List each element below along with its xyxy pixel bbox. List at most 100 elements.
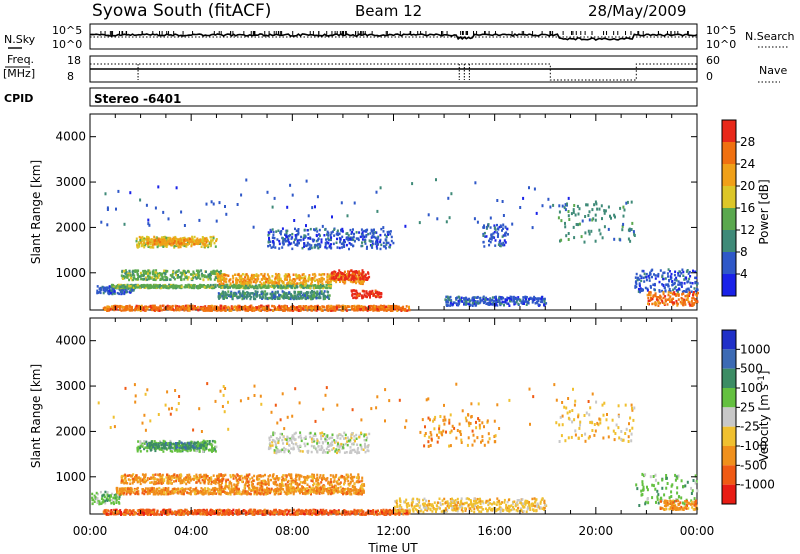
power-data-point bbox=[267, 307, 270, 311]
power-data-point bbox=[377, 306, 380, 309]
power-data-point bbox=[535, 301, 538, 305]
power-data-point bbox=[353, 296, 356, 299]
power-data-point bbox=[519, 299, 522, 302]
power-data-point bbox=[352, 228, 354, 231]
power-data-point bbox=[131, 305, 133, 309]
power-data-point bbox=[271, 304, 274, 308]
power-data-point bbox=[658, 289, 661, 292]
power-data-point bbox=[348, 273, 351, 276]
power-data-point bbox=[191, 307, 194, 311]
power-data-point bbox=[387, 308, 390, 312]
power-data-point bbox=[656, 274, 659, 277]
velocity-data-point bbox=[263, 513, 266, 516]
power-data-point bbox=[323, 297, 326, 300]
power-data-point bbox=[543, 303, 546, 306]
power-data-point bbox=[180, 278, 182, 281]
power-data-point bbox=[126, 305, 129, 309]
power-data-point bbox=[360, 294, 363, 297]
power-data-point bbox=[197, 308, 200, 312]
power-data-point bbox=[692, 296, 695, 300]
power-data-point bbox=[676, 302, 679, 306]
power-data-point bbox=[213, 241, 216, 245]
power-data-point bbox=[350, 232, 353, 235]
power-data-point bbox=[683, 290, 685, 293]
power-data-point bbox=[378, 307, 381, 310]
power-data-point bbox=[282, 238, 285, 241]
power-data-point bbox=[376, 237, 379, 240]
power-data-point bbox=[104, 308, 107, 311]
power-data-point bbox=[573, 236, 576, 240]
power-data-point bbox=[645, 272, 648, 276]
power-data-point bbox=[143, 239, 146, 243]
power-data-point bbox=[208, 309, 211, 312]
power-data-point bbox=[260, 273, 263, 276]
power-data-point bbox=[167, 242, 169, 246]
power-data-point bbox=[685, 276, 688, 279]
power-data-point bbox=[694, 276, 697, 280]
power-data-point bbox=[278, 280, 281, 284]
power-data-point bbox=[228, 278, 231, 282]
power-data-point bbox=[496, 300, 499, 304]
velocity-data-point bbox=[247, 511, 250, 514]
power-data-point bbox=[136, 246, 139, 249]
power-data-point bbox=[570, 212, 573, 216]
power-data-point bbox=[450, 300, 453, 303]
power-data-point bbox=[542, 298, 545, 301]
power-data-point bbox=[351, 274, 354, 278]
power-data-point bbox=[367, 232, 370, 236]
power-data-point bbox=[221, 278, 224, 281]
power-data-point bbox=[231, 305, 234, 309]
power-data-point bbox=[652, 294, 655, 297]
power-data-point bbox=[513, 299, 516, 302]
power-data-point bbox=[197, 270, 200, 273]
power-data-point bbox=[504, 234, 507, 237]
power-data-point bbox=[264, 290, 267, 293]
power-data-point bbox=[142, 273, 145, 277]
power-data-point bbox=[380, 307, 383, 311]
power-data-point bbox=[217, 295, 220, 298]
power-data-point bbox=[355, 277, 358, 281]
power-data-point bbox=[482, 295, 485, 298]
power-data-point bbox=[358, 292, 361, 296]
power-data-point bbox=[471, 298, 474, 302]
power-data-point bbox=[301, 281, 304, 285]
power-data-point bbox=[622, 205, 625, 209]
power-data-point bbox=[177, 274, 179, 277]
power-data-point bbox=[296, 239, 299, 242]
power-data-point bbox=[201, 242, 204, 245]
power-data-point bbox=[110, 289, 113, 292]
power-data-point bbox=[317, 246, 320, 250]
power-data-point bbox=[533, 298, 536, 301]
power-data-point bbox=[355, 271, 358, 274]
power-data-point bbox=[358, 231, 361, 234]
power-data-point bbox=[654, 292, 657, 295]
velocity-data-point bbox=[106, 499, 109, 502]
power-data-point bbox=[205, 244, 208, 248]
power-data-point bbox=[686, 294, 689, 297]
power-data-point bbox=[346, 214, 349, 218]
velocity-data-point bbox=[95, 497, 98, 501]
power-data-point bbox=[679, 300, 682, 304]
power-data-point bbox=[210, 200, 213, 204]
velocity-data-point bbox=[408, 511, 411, 515]
power-data-point bbox=[258, 309, 261, 312]
velocity-data-point bbox=[118, 495, 121, 499]
power-data-point bbox=[244, 279, 247, 282]
power-data-point bbox=[648, 299, 651, 302]
power-data-point bbox=[687, 272, 690, 275]
power-data-point bbox=[108, 287, 111, 291]
power-data-point bbox=[321, 284, 324, 288]
power-data-point bbox=[156, 245, 159, 249]
power-data-point bbox=[601, 236, 604, 240]
power-data-point bbox=[168, 240, 170, 243]
power-data-point bbox=[370, 230, 373, 233]
power-data-point bbox=[108, 285, 111, 288]
power-data-point bbox=[503, 243, 506, 247]
power-data-point bbox=[691, 304, 694, 307]
power-data-point bbox=[348, 242, 351, 245]
power-data-point bbox=[576, 204, 579, 208]
power-data-point bbox=[129, 289, 132, 292]
power-data-point bbox=[637, 287, 640, 291]
power-data-point bbox=[136, 243, 139, 247]
power-data-point bbox=[119, 285, 122, 289]
